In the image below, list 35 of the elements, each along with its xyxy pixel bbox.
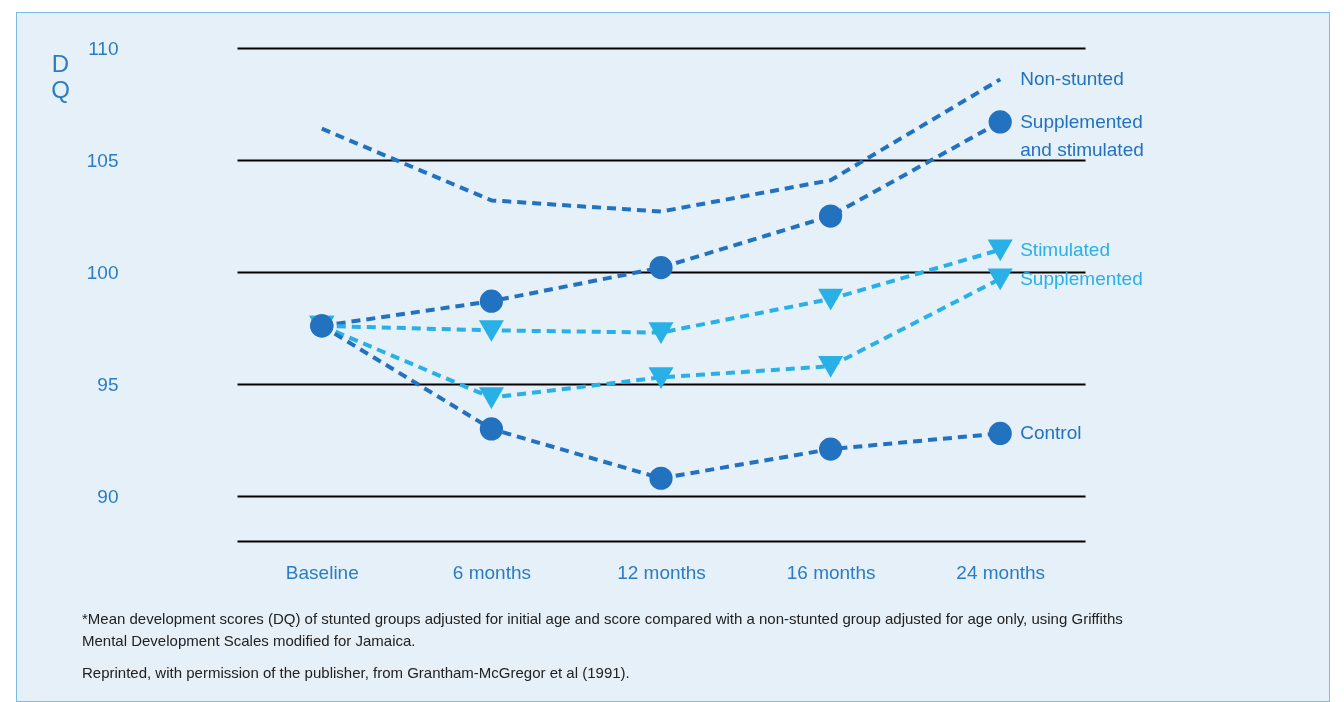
point — [649, 322, 673, 343]
x-tick-label: 6 months — [452, 561, 531, 583]
series-label: Supplemented — [1020, 267, 1143, 289]
point — [649, 256, 673, 280]
line-series — [319, 77, 1003, 214]
point — [818, 355, 843, 377]
text: *Mean development scores (DQ) of stunted groups adjusted for initial age and score compared with a non-stunted group adjusted for age only, using Griffiths Mental Development Scales modified for Jamaica. — [82, 609, 1124, 651]
x-tick-label: 16 months — [786, 561, 876, 583]
series-label: Non-stunted — [1020, 68, 1124, 90]
y-tick-label: 95 — [97, 373, 119, 395]
y-axis-title: DQ — [51, 49, 70, 103]
series-label: Supplemented and stimulated — [1020, 110, 1144, 160]
x-tick-label: Baseline — [285, 561, 359, 583]
series-label: Stimulated — [1020, 238, 1110, 260]
y-tick-label: 110 — [88, 37, 119, 59]
point — [818, 288, 843, 310]
point — [818, 437, 843, 461]
point — [988, 268, 1012, 290]
point — [988, 239, 1012, 260]
point — [649, 466, 673, 490]
point — [479, 417, 504, 441]
point — [649, 367, 673, 388]
point — [818, 204, 843, 228]
point — [479, 320, 504, 341]
x-tick-label: 12 months — [617, 561, 706, 583]
point — [988, 421, 1012, 446]
point — [479, 387, 504, 408]
y-tick-label: 100 — [86, 261, 119, 283]
y-tick-label: 90 — [97, 485, 119, 507]
point — [988, 110, 1012, 134]
point — [479, 289, 504, 313]
y-tick-label: 105 — [86, 149, 119, 171]
series-label: Control — [1020, 422, 1082, 444]
x-tick-label: 24 months — [956, 561, 1046, 583]
text: Reprinted, with permission of the publisher, from Grantham-McGregor et al (1991). — [82, 663, 631, 683]
